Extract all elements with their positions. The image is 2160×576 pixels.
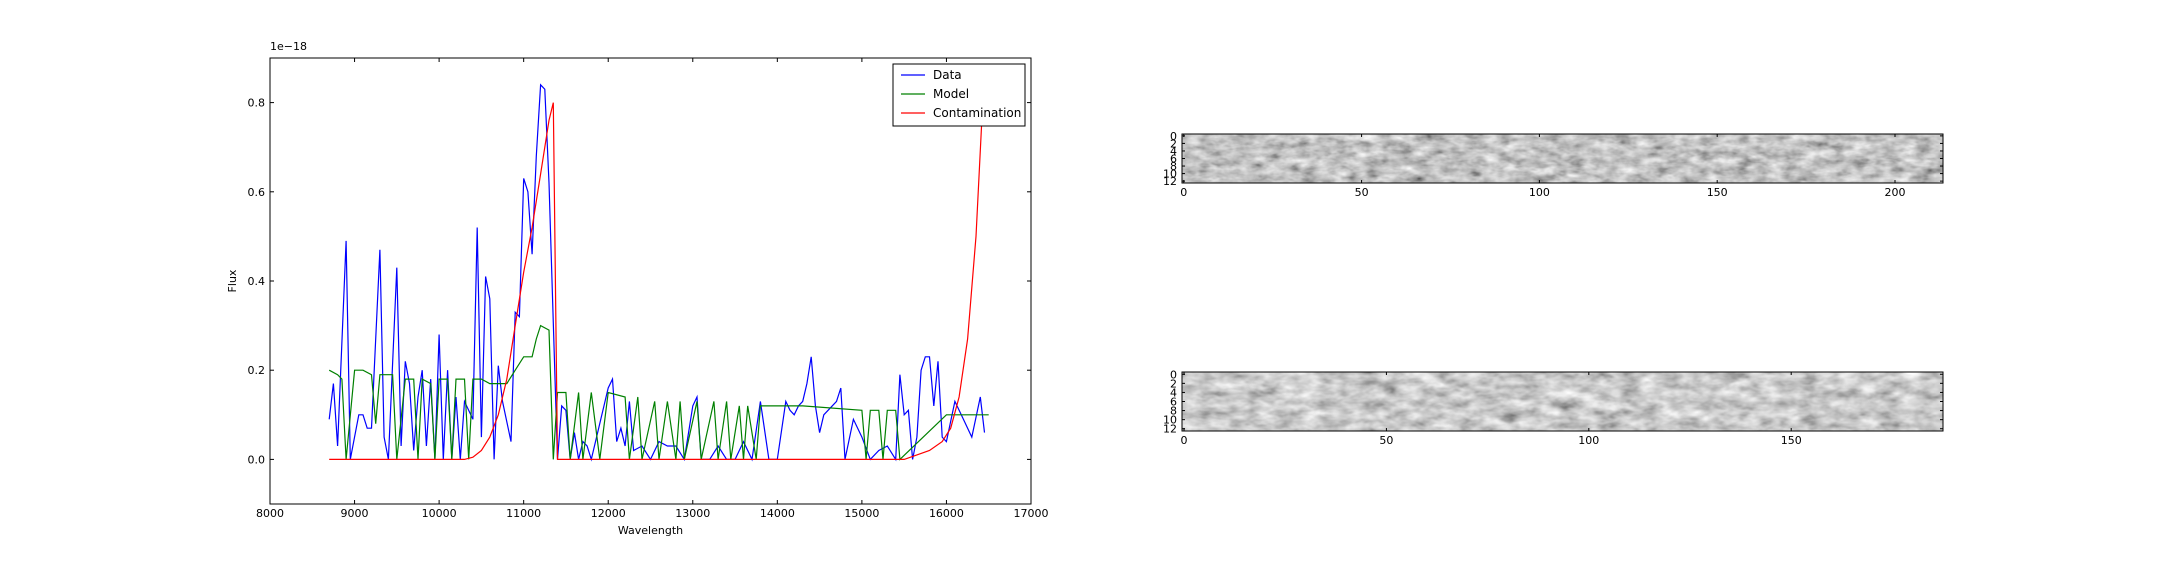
- y-tick-label: 0: [1170, 130, 1177, 143]
- x-tick-label: 10000: [422, 507, 457, 520]
- plot-area: [328, 66, 989, 462]
- x-tick-label: 50: [1379, 434, 1393, 447]
- y-tick-label: 4: [1170, 145, 1177, 158]
- x-tick-label: 9000: [341, 507, 369, 520]
- legend-box: [892, 63, 1026, 127]
- y-tick-label: 10: [1163, 414, 1177, 427]
- y-tick-label: 0.2: [248, 364, 266, 377]
- y-tick-label: 0: [1170, 368, 1177, 381]
- x-axis-label: Wavelength: [618, 524, 683, 537]
- y-axis-label: Flux: [226, 269, 239, 292]
- y-tick-label: 12: [1163, 175, 1177, 188]
- y-tick-label: 0.0: [248, 453, 266, 466]
- legend-label: Model: [933, 87, 969, 101]
- legend-label: Data: [933, 68, 962, 82]
- x-tick-label: 150: [1781, 434, 1802, 447]
- offset-text: 1e−18: [270, 40, 307, 53]
- x-tick-label: 50: [1355, 186, 1369, 199]
- y-tick-label: 12: [1163, 423, 1177, 436]
- x-tick-label: 100: [1578, 434, 1599, 447]
- x-tick-label: 11000: [506, 507, 541, 520]
- x-tick-label: 17000: [1014, 507, 1049, 520]
- y-tick-label: 2: [1170, 137, 1177, 150]
- x-tick-label: 12000: [591, 507, 626, 520]
- data-line: [328, 324, 989, 461]
- y-tick-label: 8: [1170, 160, 1177, 173]
- y-tick-label: 2: [1170, 377, 1177, 390]
- y-tick-label: 10: [1163, 168, 1177, 181]
- x-tick-label: 16000: [929, 507, 964, 520]
- x-tick-label: 0: [1180, 186, 1187, 199]
- data-line: [329, 66, 986, 460]
- x-tick-label: 150: [1707, 186, 1728, 199]
- y-tick-label: 0.6: [248, 186, 266, 199]
- x-tick-label: 100: [1529, 186, 1550, 199]
- y-tick-label: 8: [1170, 405, 1177, 418]
- x-tick-label: 200: [1884, 186, 1905, 199]
- y-tick-label: 4: [1170, 386, 1177, 399]
- image: [1182, 134, 1943, 183]
- y-tick-label: 6: [1170, 396, 1177, 409]
- data-line: [328, 83, 986, 462]
- image: [1182, 372, 1943, 431]
- legend-label: Contamination: [933, 106, 1021, 120]
- x-tick-label: 8000: [256, 507, 284, 520]
- x-tick-label: 15000: [844, 507, 879, 520]
- y-tick-label: 0.8: [248, 97, 266, 110]
- x-tick-label: 14000: [760, 507, 795, 520]
- x-tick-label: 0: [1181, 434, 1188, 447]
- y-tick-label: 0.4: [248, 275, 266, 288]
- x-tick-label: 13000: [675, 507, 710, 520]
- y-tick-label: 6: [1170, 153, 1177, 166]
